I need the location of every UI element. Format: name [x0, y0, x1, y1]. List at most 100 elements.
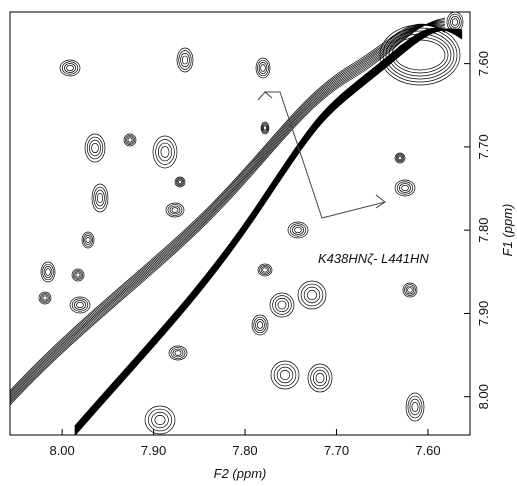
contour-line — [262, 124, 268, 132]
contour-line — [405, 392, 425, 422]
contour-line — [297, 280, 327, 310]
contour-line — [9, 19, 446, 404]
contour-line — [9, 24, 446, 395]
contour-line — [289, 223, 307, 237]
contour-line — [394, 179, 416, 197]
contour-line — [84, 235, 92, 245]
contour-line — [259, 264, 271, 276]
contour-line — [451, 18, 459, 26]
contour-line — [388, 33, 452, 77]
contour-line — [255, 57, 271, 79]
contour-line — [38, 291, 52, 305]
contour-line — [260, 121, 270, 135]
contour-line — [272, 295, 292, 315]
contour-line — [95, 189, 105, 207]
contour-line — [72, 269, 84, 281]
x-tick-label: 7.60 — [415, 443, 440, 458]
contour-line — [260, 266, 270, 274]
contour-line — [9, 17, 446, 406]
contour-line — [273, 363, 297, 387]
contour-line — [303, 286, 321, 304]
contour-line — [64, 63, 76, 73]
contour-line — [287, 221, 309, 239]
contour-line — [74, 300, 86, 310]
contour-line — [177, 179, 183, 185]
contour-line — [93, 186, 107, 210]
contour-line — [81, 231, 95, 249]
contour-line — [315, 372, 325, 384]
connector — [265, 91, 386, 219]
contour-line — [310, 366, 330, 390]
contour-line — [257, 59, 269, 77]
arrow-head — [375, 194, 386, 209]
contour-line — [39, 292, 51, 304]
contour-line — [292, 225, 304, 235]
contour-line — [407, 395, 423, 419]
contour-line — [175, 177, 185, 187]
contour-line — [306, 289, 318, 301]
contour-line — [86, 136, 104, 160]
contour-line — [399, 183, 411, 193]
contour-line — [277, 300, 287, 310]
contour-line — [76, 301, 84, 309]
contour-line — [178, 50, 192, 70]
contour-line — [9, 23, 446, 391]
arrow-head — [257, 91, 273, 101]
annotation: K438HNζ- L441HN — [318, 251, 429, 266]
x-axis-label: F2 (ppm) — [214, 466, 267, 481]
contour-line — [127, 137, 133, 143]
contour-line — [256, 321, 264, 329]
contour-line — [171, 207, 179, 213]
contour-line — [260, 64, 266, 72]
contour-line — [168, 345, 188, 361]
contour-line — [74, 271, 82, 279]
contour-line — [69, 296, 91, 314]
contour-line — [401, 184, 409, 192]
contour-line — [181, 55, 189, 65]
contour-line — [74, 27, 463, 427]
contour-line — [407, 287, 413, 293]
contour-line — [124, 134, 136, 146]
contour-line — [74, 28, 463, 432]
contour-line — [91, 183, 109, 213]
contour-line — [152, 135, 178, 169]
contour-line — [45, 268, 51, 276]
contour-line — [270, 360, 300, 390]
contour-line — [43, 266, 53, 278]
contour-line — [61, 61, 79, 75]
contour-line — [385, 30, 455, 80]
contour-line — [74, 28, 463, 434]
contour-line — [165, 202, 185, 218]
contour-line — [71, 268, 85, 282]
contour-line — [40, 261, 56, 283]
contour-line — [263, 125, 267, 131]
contour-line — [300, 283, 324, 307]
contour-line — [411, 401, 419, 413]
contour-line — [448, 13, 462, 31]
contour-line — [294, 226, 302, 234]
contour-line — [144, 405, 176, 435]
contour-line — [71, 298, 89, 312]
contour-line — [307, 363, 333, 393]
contour-line — [74, 28, 463, 435]
contour-line — [160, 146, 170, 158]
contour-line — [155, 139, 175, 165]
contour-line — [174, 176, 186, 188]
arrows — [257, 91, 386, 219]
contour-line — [180, 52, 190, 68]
contour-line — [9, 24, 446, 393]
contour-line — [312, 369, 328, 387]
contour-line — [169, 205, 181, 215]
contour-line — [74, 28, 463, 436]
contour-line — [395, 153, 405, 163]
plot-frame — [9, 11, 471, 436]
contour-line — [382, 27, 458, 83]
contour-line — [394, 39, 446, 71]
contour-line — [174, 350, 182, 356]
contour-line — [391, 36, 449, 74]
contour-line — [151, 411, 169, 429]
contour-line — [85, 236, 91, 244]
contour-line — [450, 16, 460, 28]
y-tick-label: 7.90 — [476, 301, 491, 326]
